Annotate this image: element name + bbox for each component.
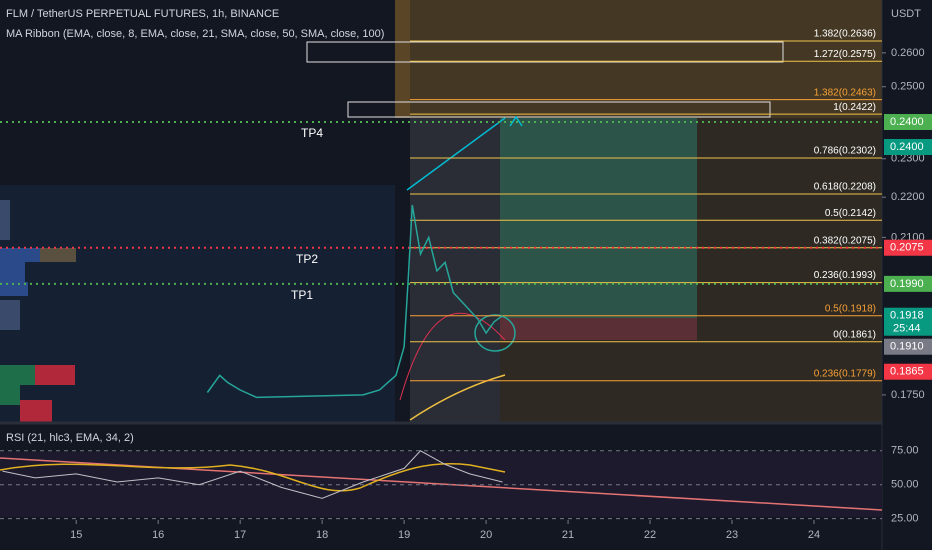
y-tick-label: 0.2300 [891,153,925,165]
title: FLM / TetherUS PERPETUAL FUTURES, 1h, BI… [6,8,279,20]
long-loss [500,318,697,340]
x-tick-label: 16 [152,529,164,541]
x-tick-label: 15 [70,529,82,541]
fib-label: 1.382(0.2636) [814,29,876,40]
circle [474,314,516,352]
fib-label: 0.618(0.2208) [814,182,876,193]
vp-bar [0,248,40,262]
vp-bar [0,300,20,330]
x-tick-label: 21 [562,529,574,541]
x-tick-label: 17 [234,529,246,541]
fib-label: 0.236(0.1779) [814,368,876,379]
target-label: TP1 [291,288,313,302]
rsi-line [2,450,503,499]
fib-label: 0.5(0.2142) [825,208,876,219]
y-tick-label: 0.2500 [891,81,925,93]
x-tick-label: 23 [726,529,738,541]
y-tick-label: 0.1750 [891,389,925,401]
fib-label: 1(0.2422) [833,102,876,113]
box [306,41,784,63]
y-tick-label: 0.2200 [891,191,925,203]
fib-label: 0.786(0.2302) [814,146,876,157]
vp-bar [40,248,76,262]
shade [0,185,395,422]
volume-profile [0,200,76,422]
x-tick-label: 22 [644,529,656,541]
vp-bar [0,200,10,240]
fib-label: 0.236(0.1993) [814,270,876,281]
fib-label: 0.5(0.1918) [825,303,876,314]
vp-bar [0,365,35,385]
price-badge [884,275,932,292]
price-badge-label: 0.2075 [890,242,924,254]
price-badge-label: 0.2400 [890,141,924,153]
ma [399,312,506,401]
price-badge-label: 0.2400 [890,116,924,128]
price-badge [884,338,932,355]
y-tick-label: 50.00 [891,479,919,491]
rsi-ma [0,462,506,492]
fib-label: 1.272(0.2575) [814,49,876,60]
arrow [406,117,506,191]
vp-bar [0,282,28,296]
fib-label: 0(0.1861) [833,329,876,340]
y-tick-label: 75.00 [891,445,919,457]
countdown: 25:44 [893,323,921,335]
vp-bar [0,262,25,282]
price-badge-label: 0.1910 [890,341,924,353]
x-tick-label: 20 [480,529,492,541]
x-tick-label: 19 [398,529,410,541]
price-line [206,204,503,399]
zone-gray [410,118,500,422]
vp-bar [20,400,52,422]
x-tick-label: 24 [808,529,820,541]
price-badge [884,114,932,131]
axis-label: USDT [891,8,921,20]
ma [409,374,506,421]
fib-label: 1.382(0.2463) [814,87,876,98]
price-badge-label: 0.1865 [890,366,924,378]
rsi-title: RSI (21, hlc3, EMA, 34, 2) [6,432,134,444]
target-label: TP4 [301,126,323,140]
vp-bar [35,365,75,385]
price-badge [884,239,932,256]
target-label: TP2 [296,252,318,266]
price-badge-label: 0.1990 [890,278,924,290]
y-tick-label: 25.00 [891,513,919,525]
price-badge [884,139,932,156]
fib-label: 0.382(0.2075) [814,235,876,246]
price-badge-label: 0.1918 [890,310,924,322]
box [347,101,771,118]
price-badge [884,363,932,380]
y-tick-label: 0.2600 [891,47,925,59]
price-badge [884,307,932,336]
x-tick-label: 18 [316,529,328,541]
long-profit [500,118,697,318]
subtitle: MA Ribbon (EMA, close, 8, EMA, close, 21… [6,28,384,40]
vp-bar [0,385,20,405]
